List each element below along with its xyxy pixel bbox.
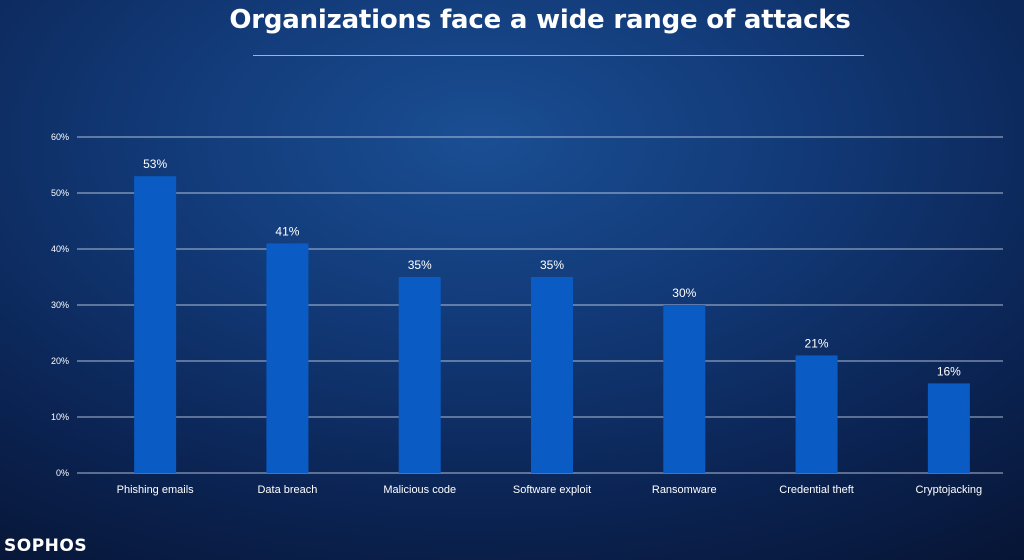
data-label: 16% xyxy=(937,364,961,378)
category-label: Phishing emails xyxy=(117,484,195,496)
data-label: 41% xyxy=(275,224,299,238)
data-label: 30% xyxy=(672,286,696,300)
bar xyxy=(531,277,573,473)
data-label: 21% xyxy=(805,336,829,350)
data-label: 35% xyxy=(540,258,564,272)
data-label: 35% xyxy=(408,258,432,272)
y-tick-label: 60% xyxy=(51,132,69,142)
data-label: 53% xyxy=(143,157,167,171)
category-label: Malicious code xyxy=(383,484,456,496)
bar xyxy=(927,383,970,473)
title-divider xyxy=(253,55,864,56)
category-label: Cryptojacking xyxy=(916,484,983,496)
bar xyxy=(663,305,706,473)
bar xyxy=(398,277,441,473)
category-label: Ransomware xyxy=(652,484,717,496)
category-label: Credential theft xyxy=(779,484,854,496)
y-tick-label: 20% xyxy=(51,356,69,366)
y-tick-label: 0% xyxy=(56,468,69,478)
y-tick-label: 30% xyxy=(51,300,69,310)
y-tick-label: 40% xyxy=(51,244,69,254)
sophos-logo: SOPHOS xyxy=(4,536,88,556)
chart-title: Organizations face a wide range of attac… xyxy=(229,5,851,35)
y-tick-label: 10% xyxy=(51,412,69,422)
category-label: Software exploit xyxy=(513,484,591,496)
bar xyxy=(134,176,177,473)
bar xyxy=(266,243,309,473)
category-label: Data breach xyxy=(257,484,317,496)
y-tick-label: 50% xyxy=(51,188,69,198)
bar xyxy=(795,355,838,473)
